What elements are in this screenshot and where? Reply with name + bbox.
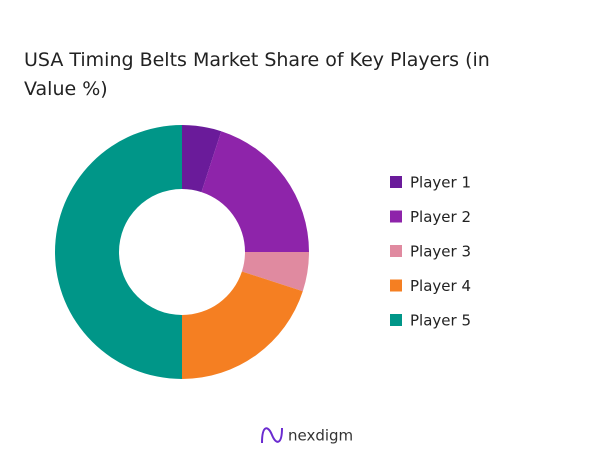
- legend-swatch: [390, 245, 402, 257]
- legend-label: Player 2: [410, 208, 471, 226]
- chart-title: USA Timing Belts Market Share of Key Pla…: [24, 49, 490, 100]
- donut-slice: [182, 125, 222, 193]
- legend-label: Player 5: [410, 312, 471, 330]
- logo-icon: [261, 427, 283, 444]
- legend-swatch: [390, 176, 402, 188]
- legend-swatch: [390, 279, 402, 292]
- legend-label: Player 4: [410, 277, 471, 295]
- donut-slice: [241, 252, 309, 292]
- donut-slice: [55, 125, 182, 379]
- donut-slice: [182, 271, 303, 379]
- logo-text: nexdigm: [288, 427, 353, 445]
- donut-slice: [201, 131, 309, 252]
- legend-label: Player 3: [410, 243, 471, 261]
- legend-label: Player 1: [410, 174, 471, 192]
- legend-swatch: [390, 314, 402, 326]
- legend-swatch: [390, 210, 402, 223]
